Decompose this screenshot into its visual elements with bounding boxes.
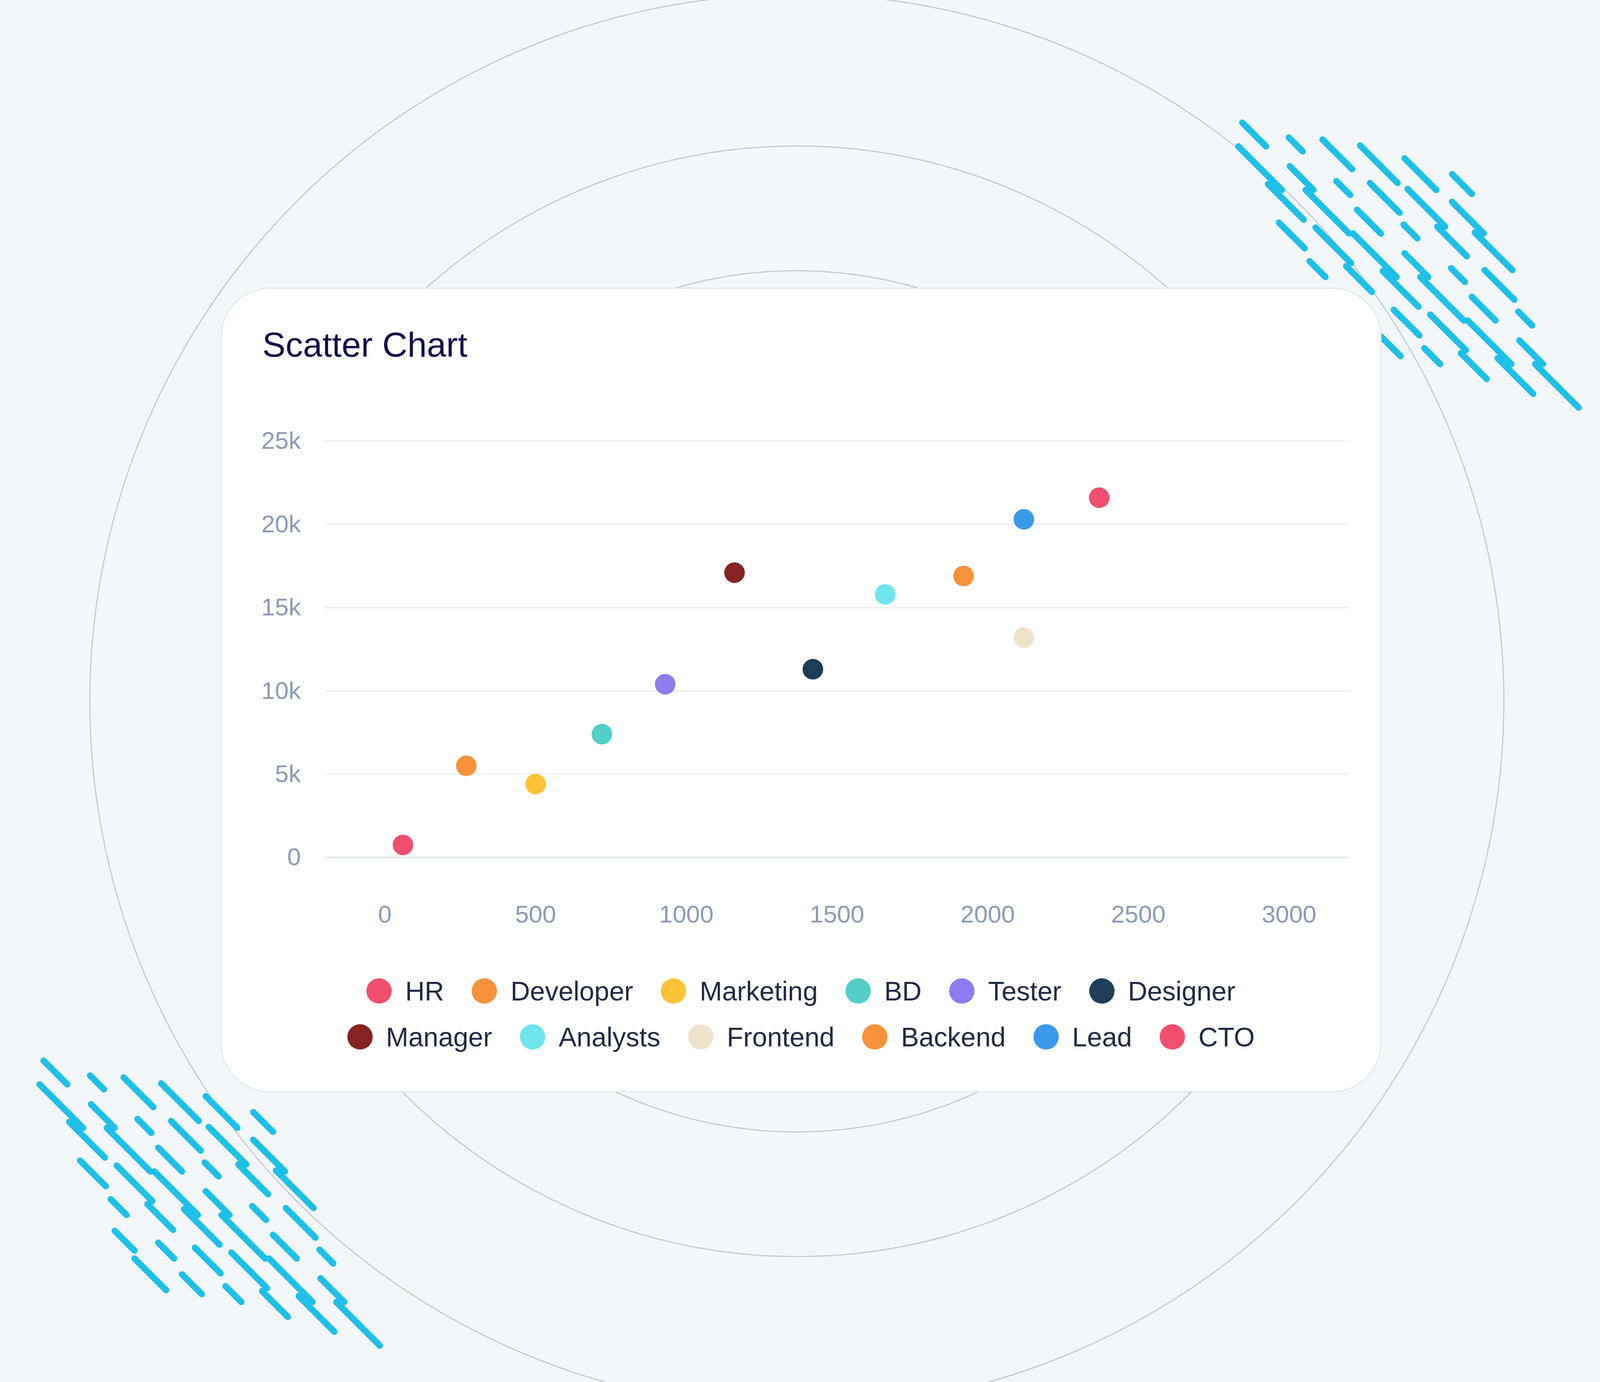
svg-text:0: 0 <box>287 842 301 871</box>
svg-text:1000: 1000 <box>659 900 714 928</box>
svg-text:0: 0 <box>378 900 392 928</box>
svg-text:500: 500 <box>515 900 556 928</box>
html-text:Analysts: Analysts <box>558 1021 661 1052</box>
html-text:Developer: Developer <box>510 975 634 1006</box>
svg-text:20k: 20k <box>261 509 302 538</box>
html-text:CTO: CTO <box>1198 1021 1255 1052</box>
svg-text:10k: 10k <box>261 676 302 704</box>
html-text:Tester: Tester <box>988 975 1062 1006</box>
svg-text:3000: 3000 <box>1261 900 1317 928</box>
html-text:Scatter Chart: Scatter Chart <box>262 324 468 364</box>
svg-text:2500: 2500 <box>1110 900 1166 928</box>
html-text:HR: HR <box>405 975 445 1006</box>
svg-text:2000: 2000 <box>960 900 1015 928</box>
html-text:Lead: Lead <box>1072 1021 1132 1052</box>
html-text:Backend: Backend <box>900 1021 1006 1052</box>
svg-text:1500: 1500 <box>809 900 865 928</box>
svg-text:5k: 5k <box>274 759 302 787</box>
html-text:Manager: Manager <box>385 1021 493 1052</box>
html-text:BD: BD <box>884 975 922 1006</box>
svg-text:15k: 15k <box>261 593 302 621</box>
html-text:Designer: Designer <box>1127 975 1236 1006</box>
html-text:Marketing: Marketing <box>699 975 818 1006</box>
svg-text:25k: 25k <box>261 426 302 454</box>
html-text:Frontend: Frontend <box>726 1021 835 1052</box>
